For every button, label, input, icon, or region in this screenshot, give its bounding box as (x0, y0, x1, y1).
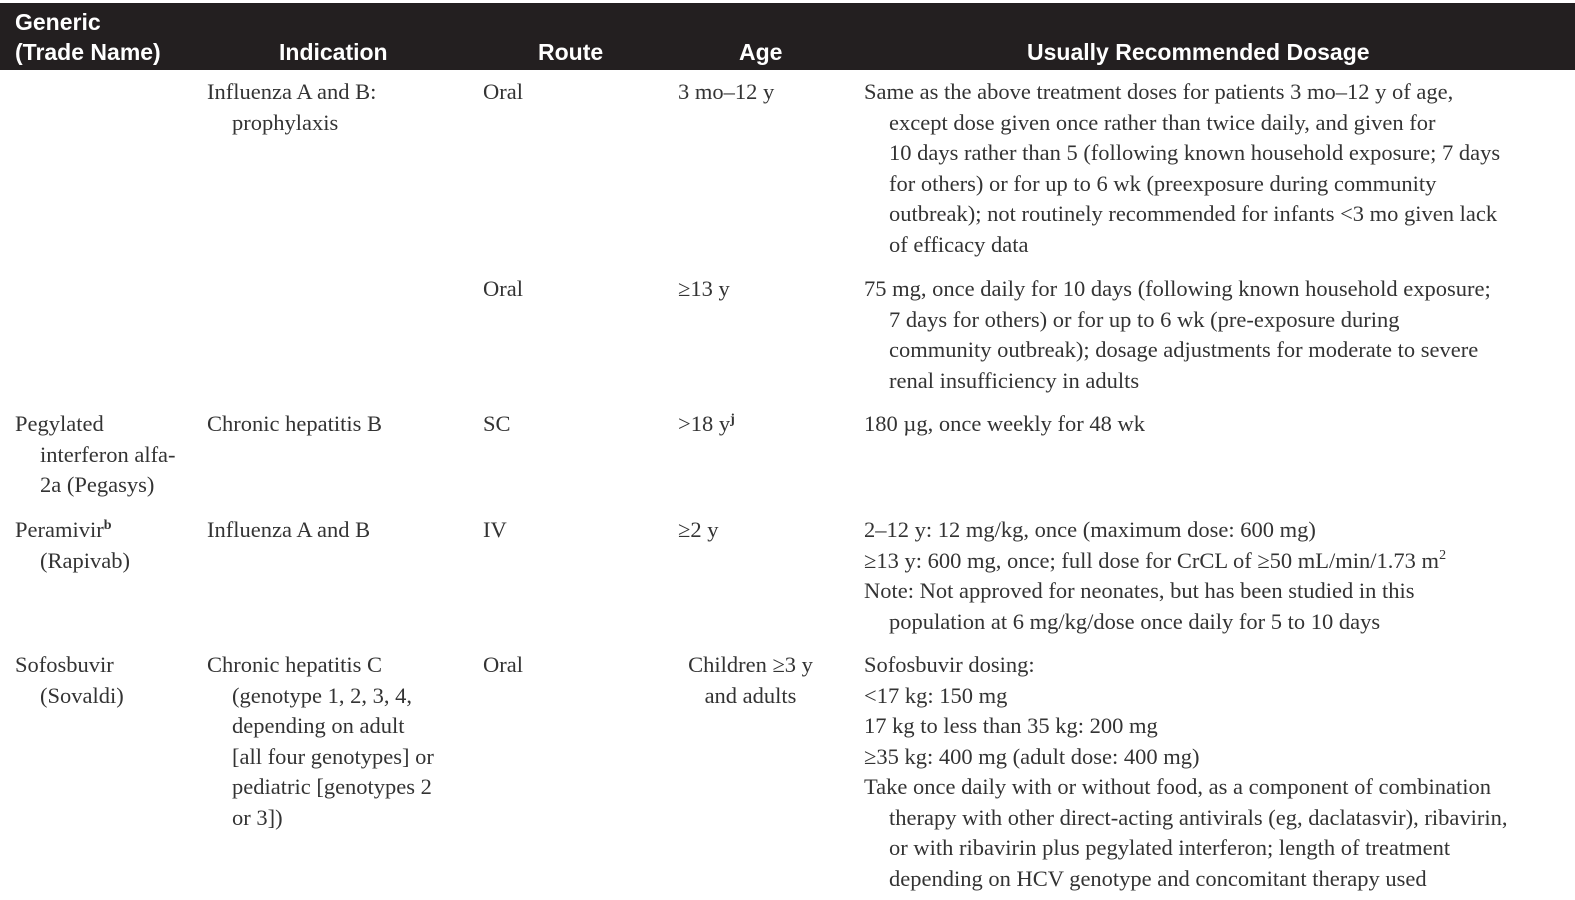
route-cell: IV (483, 517, 507, 542)
age-line: ≥13 y (678, 276, 730, 301)
dosage-line: renal insufficiency in adults (889, 367, 1140, 393)
generic-cell: Sofosbuvir (Sovaldi) (15, 650, 200, 711)
footnote-marker: j (730, 412, 735, 427)
generic-line: interferon alfa- (40, 441, 176, 467)
indication-cell: Chronic hepatitis C (genotype 1, 2, 3, 4… (207, 650, 467, 833)
generic-line: 2a (Pegasys) (40, 472, 155, 497)
indication-line: Influenza A and B (207, 517, 371, 542)
age-line: 3 mo–12 y (678, 79, 775, 104)
dosage-line: Take once daily with or without food, as… (864, 774, 1492, 799)
dosage-line: Same as the above treatment doses for pa… (864, 79, 1454, 104)
dosage-line: 17 kg to less than 35 kg: 200 mg (864, 713, 1158, 738)
age-line: >18 yj (678, 409, 848, 440)
dosage-cell: 75 mg, once daily for 10 days (following… (864, 274, 1572, 396)
header-indication: Indication (279, 39, 388, 65)
indication-line: or 3]) (232, 804, 283, 830)
header-route: Route (538, 39, 604, 65)
indication-cell: Influenza A and B: prophylaxis (207, 77, 467, 138)
generic-line: Sofosbuvir (15, 652, 114, 677)
dosage-line: except dose given once rather than twice… (889, 109, 1436, 135)
age-cell: >18 yj (678, 409, 848, 440)
dosage-line: for others) or for up to 6 wk (preexposu… (889, 170, 1437, 196)
age-cell: ≥2 y (678, 515, 848, 546)
indication-line: pediatric [genotypes 2 (232, 774, 432, 799)
indication-line: prophylaxis (232, 109, 339, 135)
age-cell: ≥13 y (678, 274, 848, 305)
route-cell: SC (483, 411, 511, 436)
dosage-line: Note: Not approved for neonates, but has… (864, 578, 1415, 603)
dosage-line: community outbreak); dosage adjustments … (889, 337, 1479, 362)
dosage-line: outbreak); not routinely recommended for… (889, 201, 1498, 226)
dosage-line: 10 days rather than 5 (following known h… (889, 140, 1501, 165)
age-value: >18 y (678, 411, 731, 436)
dosage-line: ≥13 y: 600 mg, once; full dose for CrCL … (864, 546, 1572, 577)
dosage-line: population at 6 mg/kg/dose once daily fo… (889, 608, 1381, 634)
dosage-line: 2–12 y: 12 mg/kg, once (maximum dose: 60… (864, 517, 1316, 542)
indication-cell: Influenza A and B (207, 515, 467, 546)
dosage-line: 180 µg, once weekly for 48 wk (864, 411, 1146, 436)
dosage-line: depending on HCV genotype and concomitan… (889, 865, 1427, 891)
route-cell: Oral (483, 652, 523, 677)
dosage-cell: Sofosbuvir dosing: <17 kg: 150 mg 17 kg … (864, 650, 1572, 894)
dosage-line: or with ribavirin plus pegylated interfe… (889, 835, 1451, 860)
dosage-line: 7 days for others) or for up to 6 wk (pr… (889, 306, 1400, 332)
indication-line: depending on adult (232, 713, 405, 738)
table-header: Generic (Trade Name) Indication Route Ag… (0, 3, 1575, 70)
indication-line: Chronic hepatitis B (207, 411, 382, 436)
generic-name: Peramivir (15, 517, 104, 542)
dosage-line: ≥35 kg: 400 mg (adult dose: 400 mg) (864, 743, 1200, 769)
generic-cell: Peramivirb (Rapivab) (15, 515, 200, 576)
indication-line: Influenza A and B: (207, 79, 377, 104)
route-cell: Oral (483, 276, 523, 301)
generic-cell: Pegylated interferon alfa- 2a (Pegasys) (15, 409, 200, 501)
dosage-cell: 180 µg, once weekly for 48 wk (864, 409, 1572, 440)
age-line: Children ≥3 y (688, 652, 813, 677)
generic-line: Pegylated (15, 411, 104, 436)
header-generic: Generic (Trade Name) (15, 7, 161, 67)
dosage-line: therapy with other direct-acting antivir… (889, 804, 1508, 830)
age-cell: 3 mo–12 y (678, 77, 848, 108)
generic-line: (Sovaldi) (40, 682, 124, 708)
dosage-line: Sofosbuvir dosing: (864, 652, 1035, 677)
header-dosage: Usually Recommended Dosage (1027, 39, 1370, 65)
header-age: Age (739, 39, 783, 65)
header-trade-name-label: (Trade Name) (15, 39, 161, 65)
header-generic-label: Generic (15, 9, 101, 35)
indication-line: (genotype 1, 2, 3, 4, (232, 682, 412, 708)
age-cell: Children ≥3 y and adults (678, 650, 848, 711)
dosage-line: 75 mg, once daily for 10 days (following… (864, 276, 1491, 301)
dosage-line: of efficacy data (889, 231, 1029, 257)
age-line: and adults (704, 682, 797, 708)
superscript: 2 (1439, 547, 1447, 563)
dosage-cell: 2–12 y: 12 mg/kg, once (maximum dose: 60… (864, 515, 1572, 637)
footnote-marker: b (103, 518, 112, 533)
indication-cell: Chronic hepatitis B (207, 409, 467, 440)
indication-line: Chronic hepatitis C (207, 652, 382, 677)
age-line: ≥2 y (678, 517, 719, 542)
dosage-text: ≥13 y: 600 mg, once; full dose for CrCL … (864, 547, 1440, 573)
route-cell: Oral (483, 79, 523, 104)
generic-line: (Rapivab) (40, 547, 130, 573)
generic-line: Peramivirb (15, 515, 200, 546)
indication-line: [all four genotypes] or (232, 743, 434, 769)
dosage-line: <17 kg: 150 mg (864, 682, 1008, 708)
dosage-cell: Same as the above treatment doses for pa… (864, 77, 1572, 260)
